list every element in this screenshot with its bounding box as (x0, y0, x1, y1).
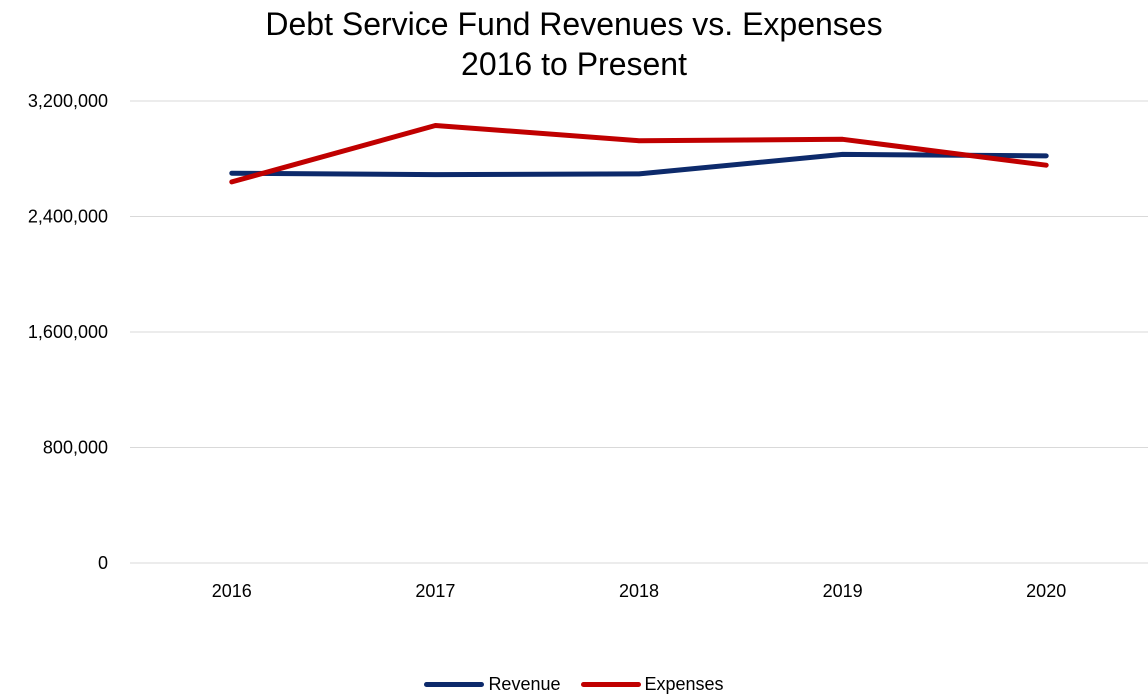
x-tick-label: 2016 (212, 581, 252, 601)
x-tick-label: 2017 (415, 581, 455, 601)
y-tick-label: 800,000 (43, 438, 108, 458)
chart-title: Debt Service Fund Revenues vs. Expenses (265, 6, 883, 42)
legend-label-expenses: Expenses (644, 674, 724, 694)
chart-legend: Revenue Expenses (0, 672, 1148, 696)
x-tick-label: 2020 (1026, 581, 1066, 601)
legend-item-expenses[interactable]: Expenses (580, 672, 724, 696)
legend-swatch-revenue (424, 681, 485, 687)
y-tick-label: 0 (98, 553, 108, 573)
legend-swatch-expenses (580, 681, 641, 687)
series-line-expenses (229, 123, 1049, 185)
chart-subtitle: 2016 to Present (461, 46, 687, 82)
series-lines (229, 123, 1049, 185)
x-tick-label: 2018 (619, 581, 659, 601)
y-tick-label: 3,200,000 (28, 91, 108, 111)
y-tick-label: 1,600,000 (28, 322, 108, 342)
chart-title-block: Debt Service Fund Revenues vs. Expenses … (0, 4, 1148, 84)
series-line-revenue (229, 151, 1049, 178)
y-tick-label: 2,400,000 (28, 207, 108, 227)
gridlines (130, 100, 1148, 564)
legend-item-revenue[interactable]: Revenue (424, 672, 561, 696)
x-axis-ticks: 2016 2017 2018 2019 2020 (212, 581, 1066, 601)
legend-label-revenue: Revenue (488, 674, 561, 694)
y-axis-ticks: 0 800,000 1,600,000 2,400,000 3,200,000 (28, 91, 108, 573)
x-tick-label: 2019 (823, 581, 863, 601)
